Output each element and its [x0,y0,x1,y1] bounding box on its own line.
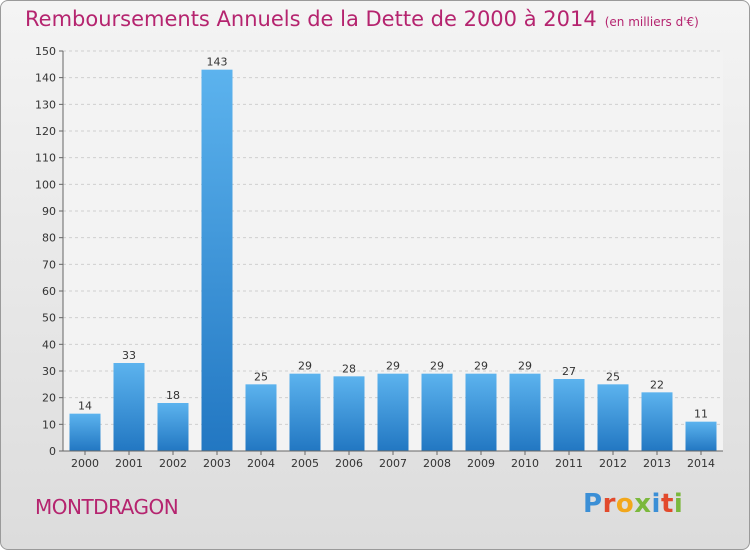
bar-value-label: 33 [122,349,136,362]
y-tick-label: 30 [42,365,56,378]
bar-value-label: 27 [562,365,576,378]
x-tick-label: 2013 [643,457,671,470]
bar-2005 [289,373,321,451]
bar-2014 [685,421,717,451]
y-axis: 0 10 20 30 40 50 60 70 80 90 100 110 120 130 140 150 [35,45,64,458]
logo-letter: r [602,489,616,519]
bar-2001 [113,363,145,451]
y-tick-label: 120 [35,125,56,138]
y-tick-label: 90 [42,205,56,218]
bar-2009 [465,373,497,451]
x-tick-label: 2004 [247,457,275,470]
bar-value-label: 29 [386,360,400,373]
x-tick-label: 2014 [687,457,715,470]
y-tick-label: 50 [42,312,56,325]
bar-value-label: 18 [166,389,180,402]
bar-2011 [553,379,585,451]
commune-name: MONTDRAGON [35,495,179,519]
x-axis: 2000 2001 2002 2003 2004 2005 2006 2007 2008 2009… [63,450,723,470]
bar-2007 [377,373,409,451]
proxiti-logo[interactable]: Proxiti [583,489,683,519]
y-tick-label: 100 [35,178,56,191]
x-tick-label: 2011 [555,457,583,470]
bar-value-label: 11 [694,408,708,421]
bar-2006 [333,376,365,451]
logo-letter: P [583,489,603,519]
bar-2000 [69,413,101,451]
bar-value-label: 25 [606,370,620,383]
y-tick-label: 20 [42,392,56,405]
y-tick-label: 70 [42,258,56,271]
x-tick-label: 2009 [467,457,495,470]
x-tick-label: 2002 [159,457,187,470]
x-tick-label: 2012 [599,457,627,470]
y-tick-label: 10 [42,418,56,431]
y-tick-label: 130 [35,98,56,111]
y-tick-label: 140 [35,72,56,85]
y-tick-label: 150 [35,45,56,58]
x-tick-label: 2007 [379,457,407,470]
logo-letter: x [634,489,652,519]
bar-value-label: 29 [518,360,532,373]
y-tick-label: 80 [42,232,56,245]
chart-title: Remboursements Annuels de la Dette de 20… [25,7,699,31]
x-tick-label: 2008 [423,457,451,470]
x-tick-label: 2001 [115,457,143,470]
bar-2012 [597,384,629,451]
x-tick-label: 2000 [71,457,99,470]
y-tick-label: 40 [42,338,56,351]
bar-2008 [421,373,453,451]
y-tick-label: 110 [35,152,56,165]
bar-value-label: 25 [254,370,268,383]
bar-2013 [641,392,673,451]
x-tick-label: 2005 [291,457,319,470]
bar-value-label: 143 [207,56,228,69]
bar-2010 [509,373,541,451]
bar-value-label: 29 [430,360,444,373]
bars: 14 33 18 143 25 29 28 29 29 29 29 27 25 22 11 [69,56,717,452]
bar-value-label: 28 [342,362,356,375]
logo-letter: t [660,489,674,519]
x-tick-label: 2003 [203,457,231,470]
y-tick-label: 0 [49,445,56,458]
logo-letter: i [651,489,661,519]
title-unit: (en milliers d'€) [604,15,699,29]
bar-2003 [201,69,233,452]
bar-2002 [157,403,189,451]
x-tick-label: 2006 [335,457,363,470]
bar-2004 [245,384,277,451]
logo-letter: o [615,489,635,519]
bar-value-label: 22 [650,378,664,391]
bar-value-label: 14 [78,400,92,413]
bar-value-label: 29 [474,360,488,373]
x-tick-label: 2010 [511,457,539,470]
bar-value-label: 29 [298,360,312,373]
y-tick-label: 60 [42,285,56,298]
logo-letter: i [673,489,684,519]
title-text: Remboursements Annuels de la Dette de 20… [25,7,597,31]
